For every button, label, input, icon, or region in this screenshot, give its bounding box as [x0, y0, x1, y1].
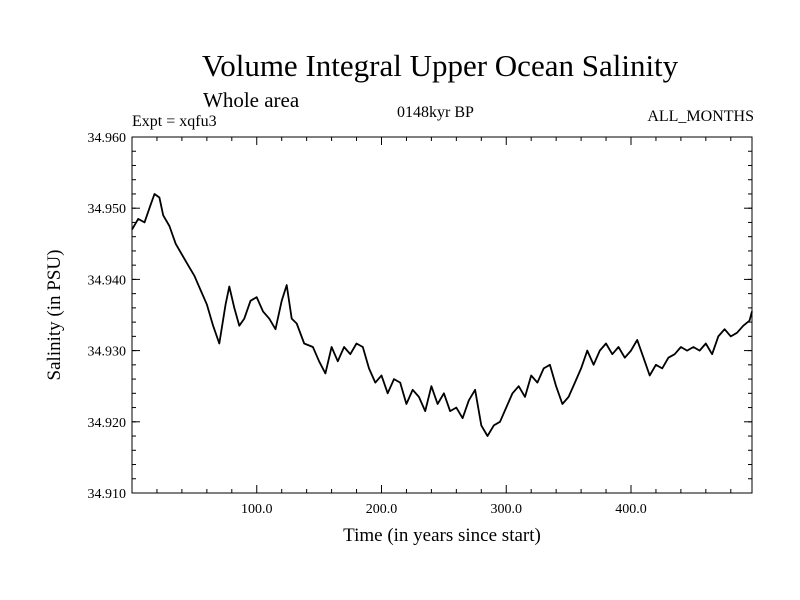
- x-tick-label: 200.0: [366, 502, 398, 517]
- y-axis-label: Salinity (in PSU): [44, 250, 65, 381]
- chart-title: Volume Integral Upper Ocean Salinity: [201, 48, 679, 83]
- chart-subtitle: Whole area: [203, 88, 300, 112]
- months-label: ALL_MONTHS: [647, 108, 754, 125]
- y-tick-label: 34.910: [88, 487, 127, 502]
- experiment-label: Expt = xqfu3: [132, 113, 217, 130]
- y-tick-label: 34.930: [88, 345, 127, 360]
- y-tick-label: 34.960: [88, 131, 127, 146]
- x-tick-label: 300.0: [490, 502, 522, 517]
- salinity-series-line: [131, 193, 753, 437]
- x-tick-label: 100.0: [241, 502, 273, 517]
- x-tick-label: 400.0: [615, 502, 647, 517]
- x-axis-label: Time (in years since start): [343, 525, 541, 546]
- y-tick-label: 34.940: [88, 273, 127, 288]
- y-tick-label: 34.950: [88, 202, 127, 217]
- plot-area: 34.910 34.920 34.930 34.940 34.950 34.960 100.…: [44, 131, 753, 546]
- y-tick-label: 34.920: [88, 416, 127, 431]
- plot-frame: [131, 136, 753, 494]
- period-label: 0148kyr BP: [397, 104, 474, 121]
